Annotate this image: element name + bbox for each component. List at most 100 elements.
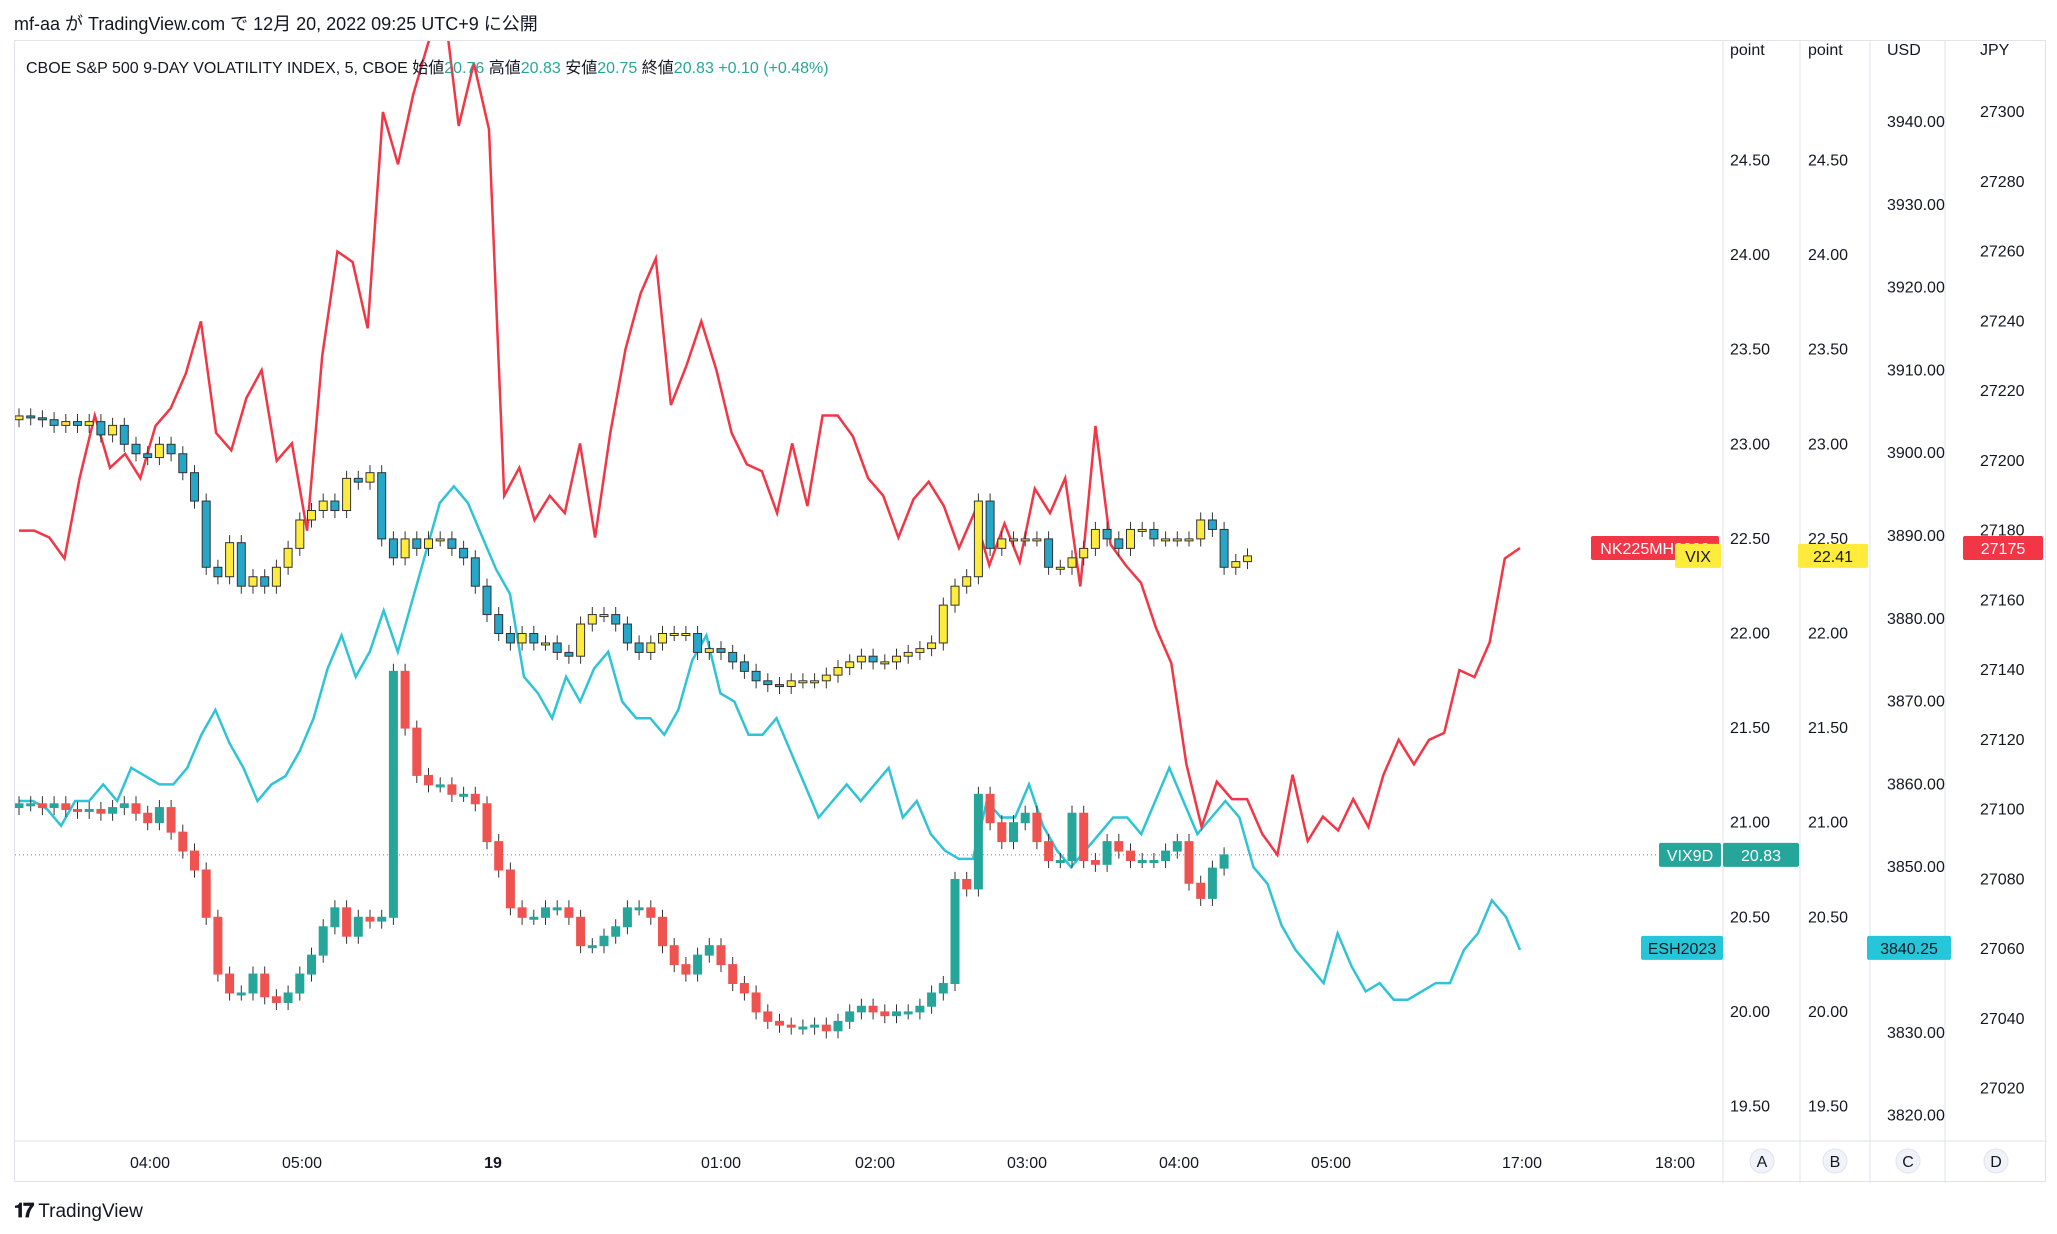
- vix-candle: [622, 623, 632, 644]
- axis-c-tick-label: 3830.00: [1887, 1025, 1945, 1042]
- vix9d-candle: [716, 945, 726, 966]
- axis-b-tick-label: 23.50: [1808, 342, 1848, 359]
- vix-candle: [84, 421, 94, 426]
- vix9d-candle: [1149, 860, 1159, 864]
- axis-d-tick-label: 27120: [1980, 732, 2025, 749]
- vix9d-candle: [73, 808, 82, 812]
- vix-candle: [424, 538, 433, 549]
- vix9d-candle: [1090, 860, 1100, 865]
- vix9d-candle: [119, 803, 129, 809]
- vix9d-candle: [143, 812, 153, 824]
- vix-candle: [295, 519, 305, 549]
- axis-unit-label: point: [1808, 42, 1843, 59]
- vix9d-candle: [1172, 841, 1182, 852]
- vix9d-candle: [634, 907, 644, 911]
- vix-candle: [1137, 528, 1147, 532]
- vix-candle: [37, 417, 47, 421]
- vix9d-candle: [505, 869, 515, 909]
- vix-candle: [1219, 528, 1229, 568]
- axis-d-tick-label: 27300: [1980, 104, 2025, 121]
- vix-candle: [1090, 528, 1100, 549]
- chart-frame[interactable]: point point USD JPY 24.50 24.00 23.50 23.00 22.5…: [14, 40, 2047, 1183]
- vix9d-candle: [15, 803, 24, 809]
- legend-open-label: 始値: [412, 60, 445, 77]
- vix9d-candle: [821, 1024, 831, 1032]
- axis-b-tick-label: 20.00: [1808, 1004, 1848, 1021]
- axis-b-tick-label: 22.50: [1808, 531, 1848, 548]
- vix-candle: [283, 547, 293, 568]
- axis-c-tick-label: 3920.00: [1887, 280, 1945, 297]
- axis-b-tick-label: 21.00: [1808, 815, 1848, 832]
- vix-candle: [225, 542, 235, 578]
- vix9d-candle: [868, 1005, 878, 1013]
- publish-header: mf-aa が TradingView.com で 12月 20, 2022 0…: [14, 10, 538, 36]
- vix-candle: [821, 674, 831, 682]
- vix9d-candle: [587, 945, 597, 949]
- footer-brand[interactable]: 𝟏𝟕 TradingView: [14, 1200, 143, 1223]
- vix9d-candle: [1079, 812, 1089, 862]
- nk225mh2023-value-tag-label: 27175: [1981, 541, 2026, 558]
- vix9d-candle: [517, 907, 527, 918]
- axis-b-tick-label: 20.50: [1808, 909, 1848, 926]
- vix-candle: [564, 651, 574, 657]
- vix-candle: [681, 633, 691, 636]
- vix9d-candle: [412, 727, 422, 776]
- vix-candle: [1079, 547, 1089, 559]
- axis-b-tick-label: 21.50: [1808, 720, 1848, 737]
- vix-candle: [73, 421, 82, 426]
- vix9d-candle: [658, 916, 667, 947]
- axis-d-tick-label: 27220: [1980, 383, 2025, 400]
- vix9d-candle: [1161, 850, 1171, 862]
- vix9d-candle: [166, 807, 176, 833]
- vix9d-candle: [845, 1011, 855, 1022]
- vix-candle: [1184, 538, 1194, 542]
- vix9d-candle: [833, 1020, 843, 1032]
- vix-candle: [1020, 538, 1030, 542]
- axis-d-tick-label: 27280: [1980, 174, 2025, 191]
- vix9d-value-tag: [1723, 842, 1799, 867]
- vix9d-candle: [236, 992, 246, 996]
- axis-c-tick-label: 3940.00: [1887, 114, 1945, 131]
- axis-d-tick-label: 27040: [1980, 1011, 2025, 1028]
- vix9d-candle: [49, 803, 59, 809]
- vix9d-value-tag-label: 20.83: [1741, 848, 1781, 865]
- vix-candle: [856, 655, 866, 663]
- vix-candle: [1149, 528, 1159, 540]
- vix9d-candle: [447, 784, 457, 795]
- vix-candle: [739, 661, 749, 672]
- footer-brand-label: TradingView: [38, 1200, 143, 1222]
- esh2023-name-tag: [1641, 935, 1723, 960]
- axis-a-tick-label: 24.50: [1730, 153, 1770, 170]
- vix-candle: [470, 557, 480, 587]
- vix9d-candle: [681, 964, 691, 975]
- vix9d-candle: [622, 907, 632, 928]
- vix-candle: [962, 576, 972, 587]
- vix-candle: [131, 443, 141, 455]
- vix-candle: [1231, 561, 1241, 568]
- chart-canvas[interactable]: point point USD JPY 24.50 24.00 23.50 23.00 22.5…: [15, 41, 2047, 1183]
- legend-high-label: 高値: [488, 60, 521, 77]
- vix9d-candle: [388, 670, 398, 918]
- vix-candle: [154, 443, 164, 459]
- esh2023-line: [19, 484, 1522, 1001]
- axis-d-tick-label: 27240: [1980, 313, 2025, 330]
- vix-candle: [552, 642, 562, 653]
- vix-candle: [517, 633, 527, 644]
- chart-legend: CBOE S&P 500 9-DAY VOLATILITY INDEX, 5, …: [26, 54, 829, 78]
- vix-candle: [845, 661, 855, 669]
- vix-candle: [810, 680, 820, 684]
- time-tick-label: 01:00: [701, 1155, 741, 1172]
- nk225mh2023-value-tag: [1963, 536, 2043, 560]
- legend-close-label: 終値: [641, 60, 674, 77]
- vix9d-candle: [856, 1005, 866, 1013]
- vix9d-candle: [424, 774, 433, 786]
- vix9d-candle: [470, 793, 480, 805]
- vix9d-candle: [213, 916, 223, 975]
- vix9d-candle: [985, 793, 995, 824]
- vix9d-candle: [84, 808, 94, 812]
- vix-candle: [307, 510, 316, 521]
- vix9d-candle: [763, 1011, 773, 1022]
- vix-candle: [377, 472, 387, 540]
- axis-b-tick-label: 22.00: [1808, 626, 1848, 643]
- vix9d-candle: [1067, 812, 1077, 862]
